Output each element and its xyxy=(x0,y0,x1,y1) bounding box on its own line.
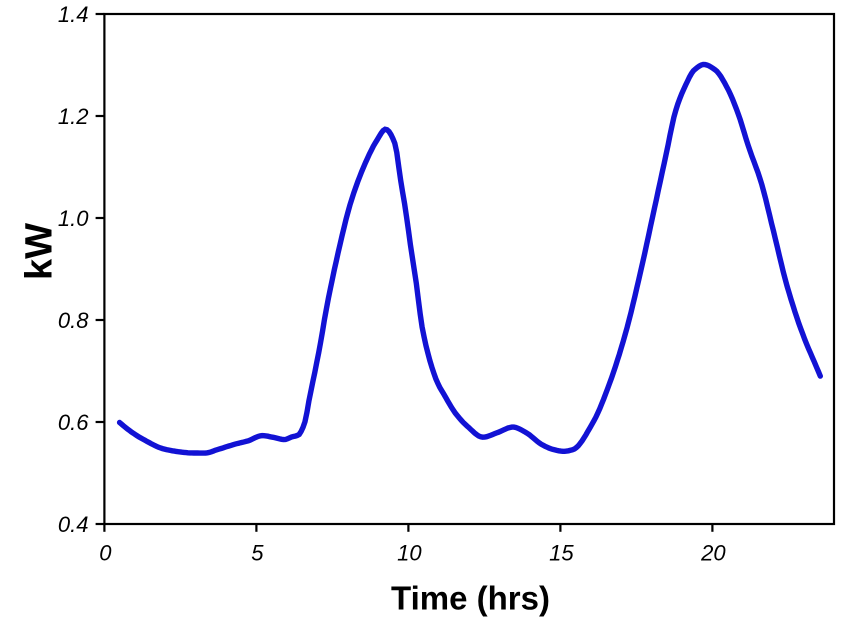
svg-text:1.4: 1.4 xyxy=(58,2,89,27)
svg-text:0.6: 0.6 xyxy=(58,410,89,435)
svg-text:0: 0 xyxy=(99,541,112,566)
svg-text:0.8: 0.8 xyxy=(58,308,89,333)
svg-text:20: 20 xyxy=(700,541,726,566)
svg-text:15: 15 xyxy=(549,541,574,566)
svg-text:5: 5 xyxy=(251,541,264,566)
svg-text:0.4: 0.4 xyxy=(58,512,89,537)
svg-text:10: 10 xyxy=(397,541,422,566)
svg-text:kW: kW xyxy=(19,223,61,280)
svg-text:Time (hrs): Time (hrs) xyxy=(391,580,550,617)
svg-text:1.2: 1.2 xyxy=(58,104,89,129)
svg-text:1.0: 1.0 xyxy=(58,206,89,231)
